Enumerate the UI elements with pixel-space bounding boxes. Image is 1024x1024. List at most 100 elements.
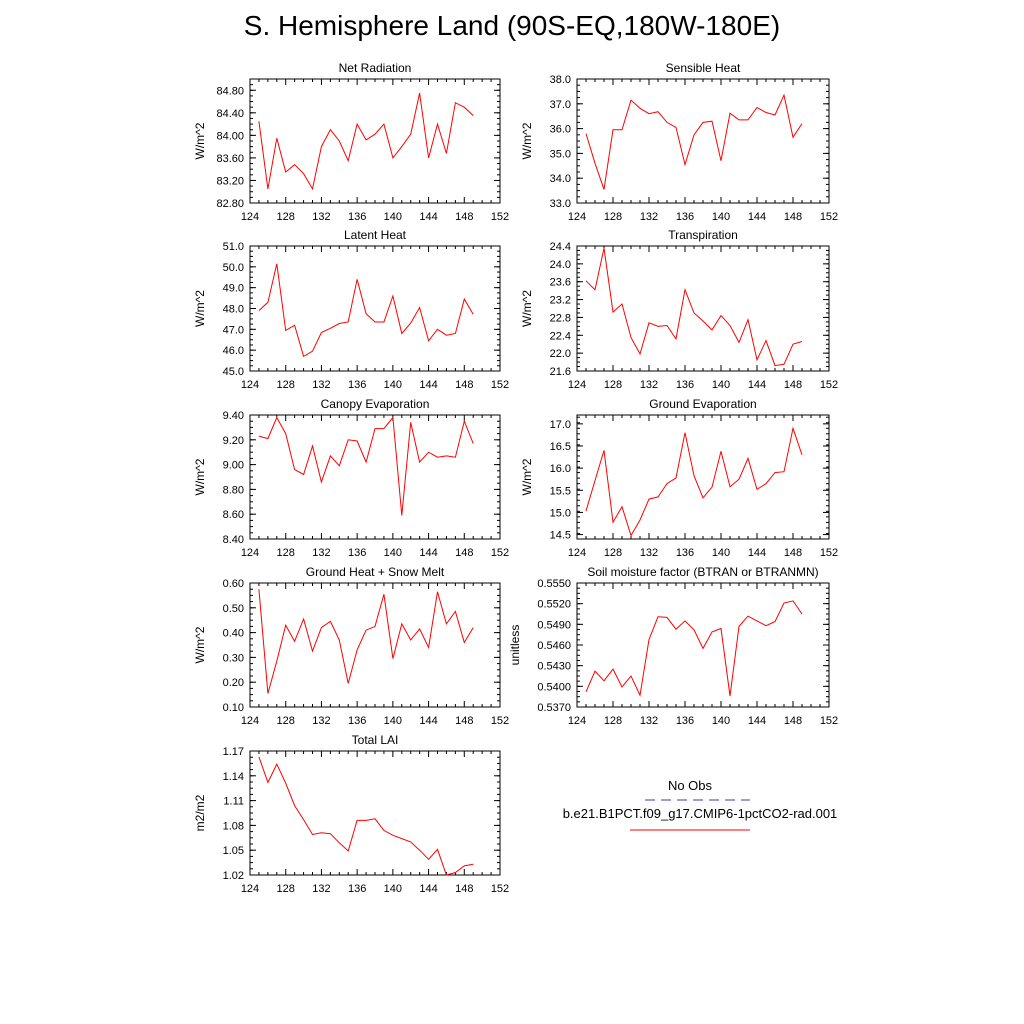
x-tick-label: 144 [748,715,766,727]
y-tick-label: 83.20 [216,175,244,187]
y-tick-label: 23.6 [550,277,571,289]
y-axis-label: W/m^2 [193,290,207,327]
x-tick-label: 144 [419,379,437,391]
y-tick-label: 16.5 [550,441,571,453]
y-tick-label: 33.0 [550,198,571,210]
x-tick-label: 144 [419,883,437,895]
x-tick-label: 140 [384,379,402,391]
y-tick-label: 17.0 [550,419,571,431]
y-tick-label: 47.0 [223,324,244,336]
y-tick-label: 1.08 [223,820,244,832]
y-tick-label: 0.50 [223,603,244,615]
panel-title: Net Radiation [339,61,412,75]
y-tick-label: 1.14 [223,771,244,783]
x-tick-label: 132 [312,715,330,727]
y-axis-label: m2/m2 [193,794,207,831]
x-tick-label: 144 [748,211,766,223]
y-tick-label: 21.6 [550,366,571,378]
y-axis-label: W/m^2 [193,122,207,159]
x-tick-label: 124 [241,379,259,391]
legend-lines [630,799,750,831]
x-tick-label: 152 [491,379,509,391]
chart-panel: 124 128 132 136 140 144 148 152 1.02 1.05 1.08 1.11… [193,733,509,895]
series-line [585,248,803,367]
y-tick-label: 0.5520 [537,599,571,611]
x-tick-label: 136 [348,883,366,895]
x-tick-label: 148 [455,547,473,559]
plot-frame [249,750,501,876]
y-tick-label: 1.17 [223,746,244,758]
x-tick-label: 144 [419,547,437,559]
x-tick-label: 144 [748,379,766,391]
page-title: S. Hemisphere Land (90S-EQ,180W-180E) [243,10,781,41]
x-tick-label: 152 [491,547,509,559]
chart-panel: 124 128 132 136 140 144 148 152 82.80 83.20 83.60 8… [193,61,509,223]
y-tick-label: 0.5550 [537,578,571,590]
x-tick-label: 144 [419,211,437,223]
y-tick-label: 9.40 [223,410,244,422]
y-axis-label: W/m^2 [520,290,534,327]
panel-title: Transpiration [668,228,738,242]
x-tick-label: 124 [568,379,586,391]
y-tick-label: 84.40 [216,108,244,120]
x-tick-label: 144 [419,715,437,727]
x-tick-label: 132 [312,883,330,895]
y-tick-label: 34.0 [550,173,571,185]
x-tick-label: 148 [455,379,473,391]
chart-panel: 124 128 132 136 140 144 148 152 0.10 0.20 0.30 0.40… [193,565,509,727]
x-tick-label: 128 [604,211,622,223]
y-tick-label: 15.5 [550,485,571,497]
x-tick-label: 124 [241,883,259,895]
x-tick-label: 128 [604,379,622,391]
y-axis-label: unitless [508,625,522,666]
y-tick-label: 9.20 [223,435,244,447]
x-tick-label: 152 [491,211,509,223]
y-tick-label: 0.5370 [537,702,571,714]
y-tick-label: 15.0 [550,507,571,519]
x-tick-label: 136 [676,211,694,223]
x-tick-label: 140 [384,883,402,895]
x-tick-label: 128 [277,715,295,727]
plot-frame [249,78,501,204]
x-tick-label: 140 [712,715,730,727]
y-tick-label: 37.0 [550,99,571,111]
y-tick-label: 0.5400 [537,681,571,693]
series-line [258,263,474,358]
y-tick-label: 46.0 [223,345,244,357]
x-tick-label: 152 [491,883,509,895]
x-tick-label: 124 [568,715,586,727]
x-tick-label: 152 [820,715,838,727]
panel-title: Sensible Heat [666,61,741,75]
plot-frame [249,582,501,708]
x-tick-label: 132 [640,715,658,727]
y-tick-label: 0.5490 [537,619,571,631]
x-tick-label: 136 [348,715,366,727]
y-axis-label: W/m^2 [520,122,534,159]
series-line [258,416,474,516]
series-line [258,756,474,876]
y-tick-label: 0.10 [223,702,244,714]
y-tick-label: 50.0 [223,262,244,274]
y-tick-label: 22.0 [550,348,571,360]
panel-title: Canopy Evaporation [321,397,430,411]
chart-panel: 124 128 132 136 140 144 148 152 45.0 46.0 47.0 48.0… [193,228,509,391]
y-axis-label: W/m^2 [520,458,534,495]
y-tick-label: 0.5460 [537,640,571,652]
panel-title: Ground Heat + Snow Melt [306,565,445,579]
y-tick-label: 0.30 [223,652,244,664]
y-tick-label: 0.5430 [537,661,571,673]
y-tick-label: 51.0 [223,241,244,253]
x-tick-label: 152 [820,211,838,223]
chart-panel: 124 128 132 136 140 144 148 152 0.5370 0.5400 0.54… [508,565,838,727]
x-tick-label: 148 [455,883,473,895]
x-tick-label: 128 [277,211,295,223]
x-tick-label: 136 [676,715,694,727]
x-tick-label: 128 [604,547,622,559]
y-tick-label: 1.02 [223,870,244,882]
x-tick-label: 128 [604,715,622,727]
x-tick-label: 148 [784,379,802,391]
x-tick-label: 132 [312,379,330,391]
series-line [585,426,803,537]
x-tick-label: 144 [748,547,766,559]
